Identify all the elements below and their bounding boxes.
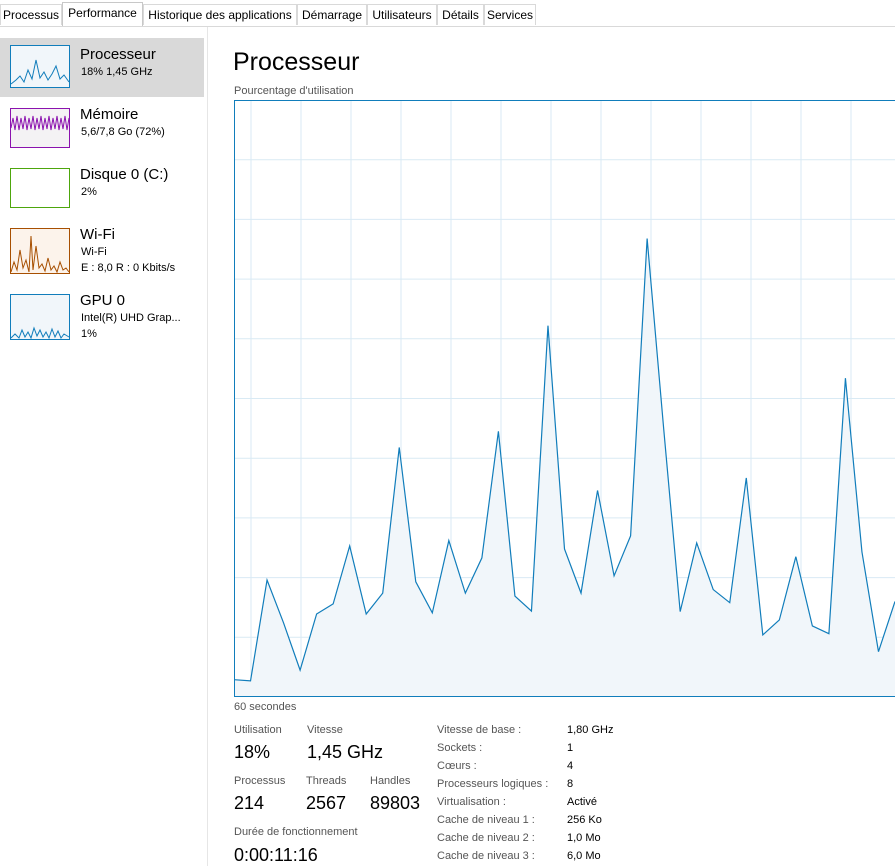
sidebar-item-detail: 5,6/7,8 Go (72%) <box>81 126 165 138</box>
detail-key: Vitesse de base : <box>437 724 522 736</box>
stat-label: Utilisation <box>234 724 282 736</box>
sidebar-item-name[interactable]: Mémoire <box>80 106 139 123</box>
cpu-area <box>234 238 895 697</box>
tab[interactable]: Processus <box>0 4 62 25</box>
detail-value: 256 Ko <box>567 814 602 826</box>
stat-value: 2567 <box>306 793 347 813</box>
stat-label: Vitesse <box>307 724 343 736</box>
sidebar-item-detail: Wi-Fi <box>81 246 107 258</box>
sidebar-item-name[interactable]: Disque 0 (C:) <box>80 166 169 183</box>
detail-key: Cache de niveau 2 : <box>437 832 535 844</box>
tab[interactable]: Utilisateurs <box>367 4 437 25</box>
sidebar-icons <box>10 45 70 340</box>
sidebar-item-detail: 2% <box>81 186 97 198</box>
chart-ylabel: Pourcentage d'utilisation <box>234 85 354 97</box>
cpu-chart <box>234 100 895 697</box>
chart-xlabel: 60 secondes <box>234 701 297 713</box>
detail-value: 8 <box>567 778 574 790</box>
gpu-icon-line <box>10 326 70 340</box>
sidebar-item-name[interactable]: GPU 0 <box>80 292 126 309</box>
detail-key: Cœurs : <box>437 760 477 772</box>
memory-icon-line <box>10 115 70 131</box>
tab[interactable]: Services <box>484 4 536 25</box>
detail-value: 4 <box>567 760 574 772</box>
detail-key: Sockets : <box>437 742 483 754</box>
detail-key: Cache de niveau 3 : <box>437 850 535 862</box>
sidebar-item-name[interactable]: Processeur <box>80 46 156 63</box>
stat-label: Handles <box>370 775 411 787</box>
stat-label: Threads <box>306 775 347 787</box>
stat-value: 214 <box>234 793 265 813</box>
stat-label: Processus <box>234 775 286 787</box>
cpu-line <box>234 238 895 682</box>
sidebar-item-detail: E : 8,0 R : 0 Kbits/s <box>81 262 176 274</box>
tab[interactable]: Démarrage <box>297 4 367 25</box>
detail-key: Cache de niveau 1 : <box>437 814 535 826</box>
stat-value: 0:00:11:16 <box>234 845 318 865</box>
wifi-icon-line <box>10 235 70 274</box>
tab[interactable]: Historique des applications <box>143 4 297 25</box>
detail-value: 1 <box>567 742 574 754</box>
disk-icon <box>10 168 70 208</box>
stat-value: 18% <box>234 742 271 762</box>
sidebar-item-detail: 1% <box>81 328 97 340</box>
cpu-icon-line <box>10 59 70 85</box>
stat-value: 89803 <box>370 793 421 813</box>
detail-value: 6,0 Mo <box>567 850 601 862</box>
tab-divider <box>0 26 895 27</box>
tab[interactable]: Détails <box>437 4 484 25</box>
tab[interactable]: Performance <box>62 2 143 26</box>
sidebar-item-detail: 18% 1,45 GHz <box>81 66 153 78</box>
sidebar-item-detail: Intel(R) UHD Grap... <box>81 312 181 324</box>
chart-border <box>234 100 895 697</box>
gpu-icon <box>10 294 70 340</box>
sidebar-divider <box>207 27 208 866</box>
detail-key: Processeurs logiques : <box>437 778 549 790</box>
sidebar-item-name[interactable]: Wi-Fi <box>80 226 115 243</box>
cpu-icon <box>10 45 70 88</box>
stat-value: 1,45 GHz <box>307 742 384 762</box>
detail-key: Virtualisation : <box>437 796 506 808</box>
detail-value: 1,0 Mo <box>567 832 601 844</box>
detail-value: 1,80 GHz <box>567 724 614 736</box>
stat-label: Durée de fonctionnement <box>234 826 358 838</box>
detail-value: Activé <box>567 796 597 808</box>
page-title: Processeur <box>233 48 360 76</box>
